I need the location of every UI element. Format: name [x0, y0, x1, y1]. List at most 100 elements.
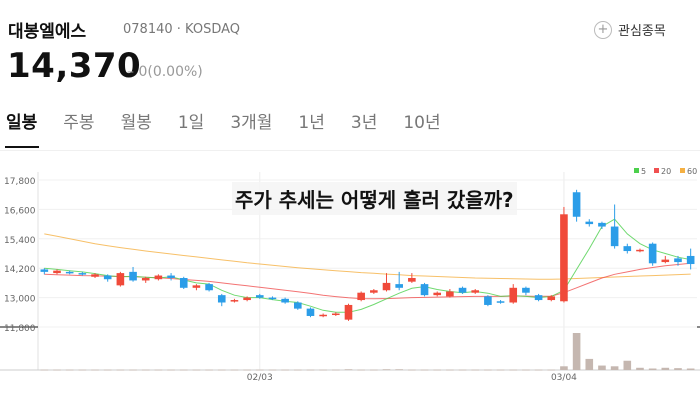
candle	[332, 312, 340, 316]
tab-3year[interactable]: 3년	[350, 113, 378, 133]
candle	[306, 307, 315, 318]
volume-bar	[408, 369, 416, 371]
candle	[534, 293, 543, 302]
volume-bar	[484, 369, 492, 371]
ma5-line	[44, 218, 691, 313]
volume-bar	[179, 369, 188, 371]
volume-bar	[255, 369, 264, 371]
candle-body	[547, 296, 556, 301]
candle-body	[408, 278, 416, 282]
volume-bar	[116, 369, 125, 371]
candle	[91, 273, 99, 278]
candle	[357, 291, 365, 302]
candle-body	[116, 273, 125, 286]
candle-body	[420, 284, 429, 296]
volume-bar	[103, 369, 112, 371]
tab-3month[interactable]: 3개월	[230, 113, 273, 133]
candle-body	[243, 297, 251, 301]
candle	[560, 206, 568, 303]
candle	[230, 298, 239, 303]
candle-body	[370, 290, 378, 293]
tab-10year[interactable]: 10년	[403, 113, 441, 133]
volume-bar	[40, 369, 49, 371]
stock-code-market: 078140 · KOSDAQ	[123, 22, 240, 37]
tab-1day[interactable]: 1일	[177, 113, 205, 133]
volume-bar	[623, 360, 632, 370]
candle-body	[686, 255, 695, 265]
candle-body	[471, 290, 480, 293]
candle-body	[382, 282, 391, 291]
volume-bar	[91, 369, 99, 371]
candle-body	[319, 314, 327, 317]
candle-body	[598, 222, 606, 227]
candle	[116, 271, 125, 287]
candle	[496, 300, 505, 304]
candle-body	[53, 270, 61, 274]
candle-body	[65, 271, 74, 274]
candle-body	[661, 259, 670, 263]
volume-bar	[78, 369, 87, 371]
volume-bar	[560, 366, 568, 370]
volume-bar	[65, 369, 74, 371]
volume-bar	[572, 333, 581, 370]
candle	[648, 242, 657, 266]
volume-bar	[53, 369, 61, 371]
volume-bar	[319, 369, 327, 371]
candle	[509, 284, 518, 304]
candle	[471, 289, 480, 294]
tab-1year[interactable]: 1년	[298, 113, 325, 133]
candle	[154, 274, 163, 281]
tab-monthly[interactable]: 월봉	[120, 113, 152, 133]
candle	[420, 282, 429, 297]
volume-bar	[585, 358, 594, 370]
x-tick-label: 03/04	[551, 373, 577, 383]
candle	[382, 273, 391, 292]
watchlist-button[interactable]: + 관심종목	[594, 20, 666, 39]
candle-body	[103, 275, 112, 280]
tab-daily[interactable]: 일봉	[6, 113, 38, 133]
volume-bar	[129, 369, 137, 371]
volume-bar	[458, 369, 467, 371]
tab-weekly[interactable]: 주봉	[63, 113, 95, 133]
candle-body	[293, 302, 302, 309]
candle	[610, 204, 619, 249]
candle	[370, 289, 378, 294]
plus-icon: +	[594, 20, 612, 39]
period-tabs: 일봉 주봉 월봉 1일 3개월 1년 3년 10년	[0, 108, 461, 133]
candle-body	[623, 246, 632, 252]
candle	[572, 189, 581, 222]
candle-body	[522, 287, 530, 293]
price-chart[interactable]: 17,800 16,600 15,400 14,200 13,000 11,800 02/…	[0, 150, 700, 400]
volume-bar	[547, 369, 556, 371]
volume-bar	[382, 369, 391, 371]
volume-bar	[141, 369, 150, 371]
volume-bar	[154, 369, 163, 371]
volume-bar	[648, 368, 657, 370]
candle-body	[636, 249, 644, 252]
candle-body	[484, 296, 492, 305]
candle-body	[167, 275, 175, 278]
candle-body	[458, 287, 467, 293]
candle-body	[344, 304, 353, 320]
candle-body	[585, 221, 594, 225]
stock-header: 대봉엘에스 078140 · KOSDAQ + 관심종목 14,370 – 0(…	[0, 0, 700, 148]
candle	[319, 313, 327, 318]
volume-bar	[192, 369, 201, 371]
volume-bar	[674, 368, 682, 370]
volume-bar	[293, 369, 302, 371]
volume-bar	[471, 369, 480, 371]
candle-body	[306, 308, 315, 316]
candle-body	[534, 295, 543, 301]
candle-body	[255, 295, 264, 298]
candle	[192, 284, 201, 291]
candle-body	[433, 292, 442, 296]
volume-bar	[636, 367, 644, 370]
candle	[585, 219, 594, 227]
candle	[686, 248, 695, 270]
candle	[344, 303, 353, 321]
candle-body	[268, 297, 277, 300]
legend-label: 5	[641, 167, 646, 176]
volume-bar	[281, 369, 289, 371]
volume-bar	[205, 369, 213, 371]
candle-body	[192, 285, 201, 288]
